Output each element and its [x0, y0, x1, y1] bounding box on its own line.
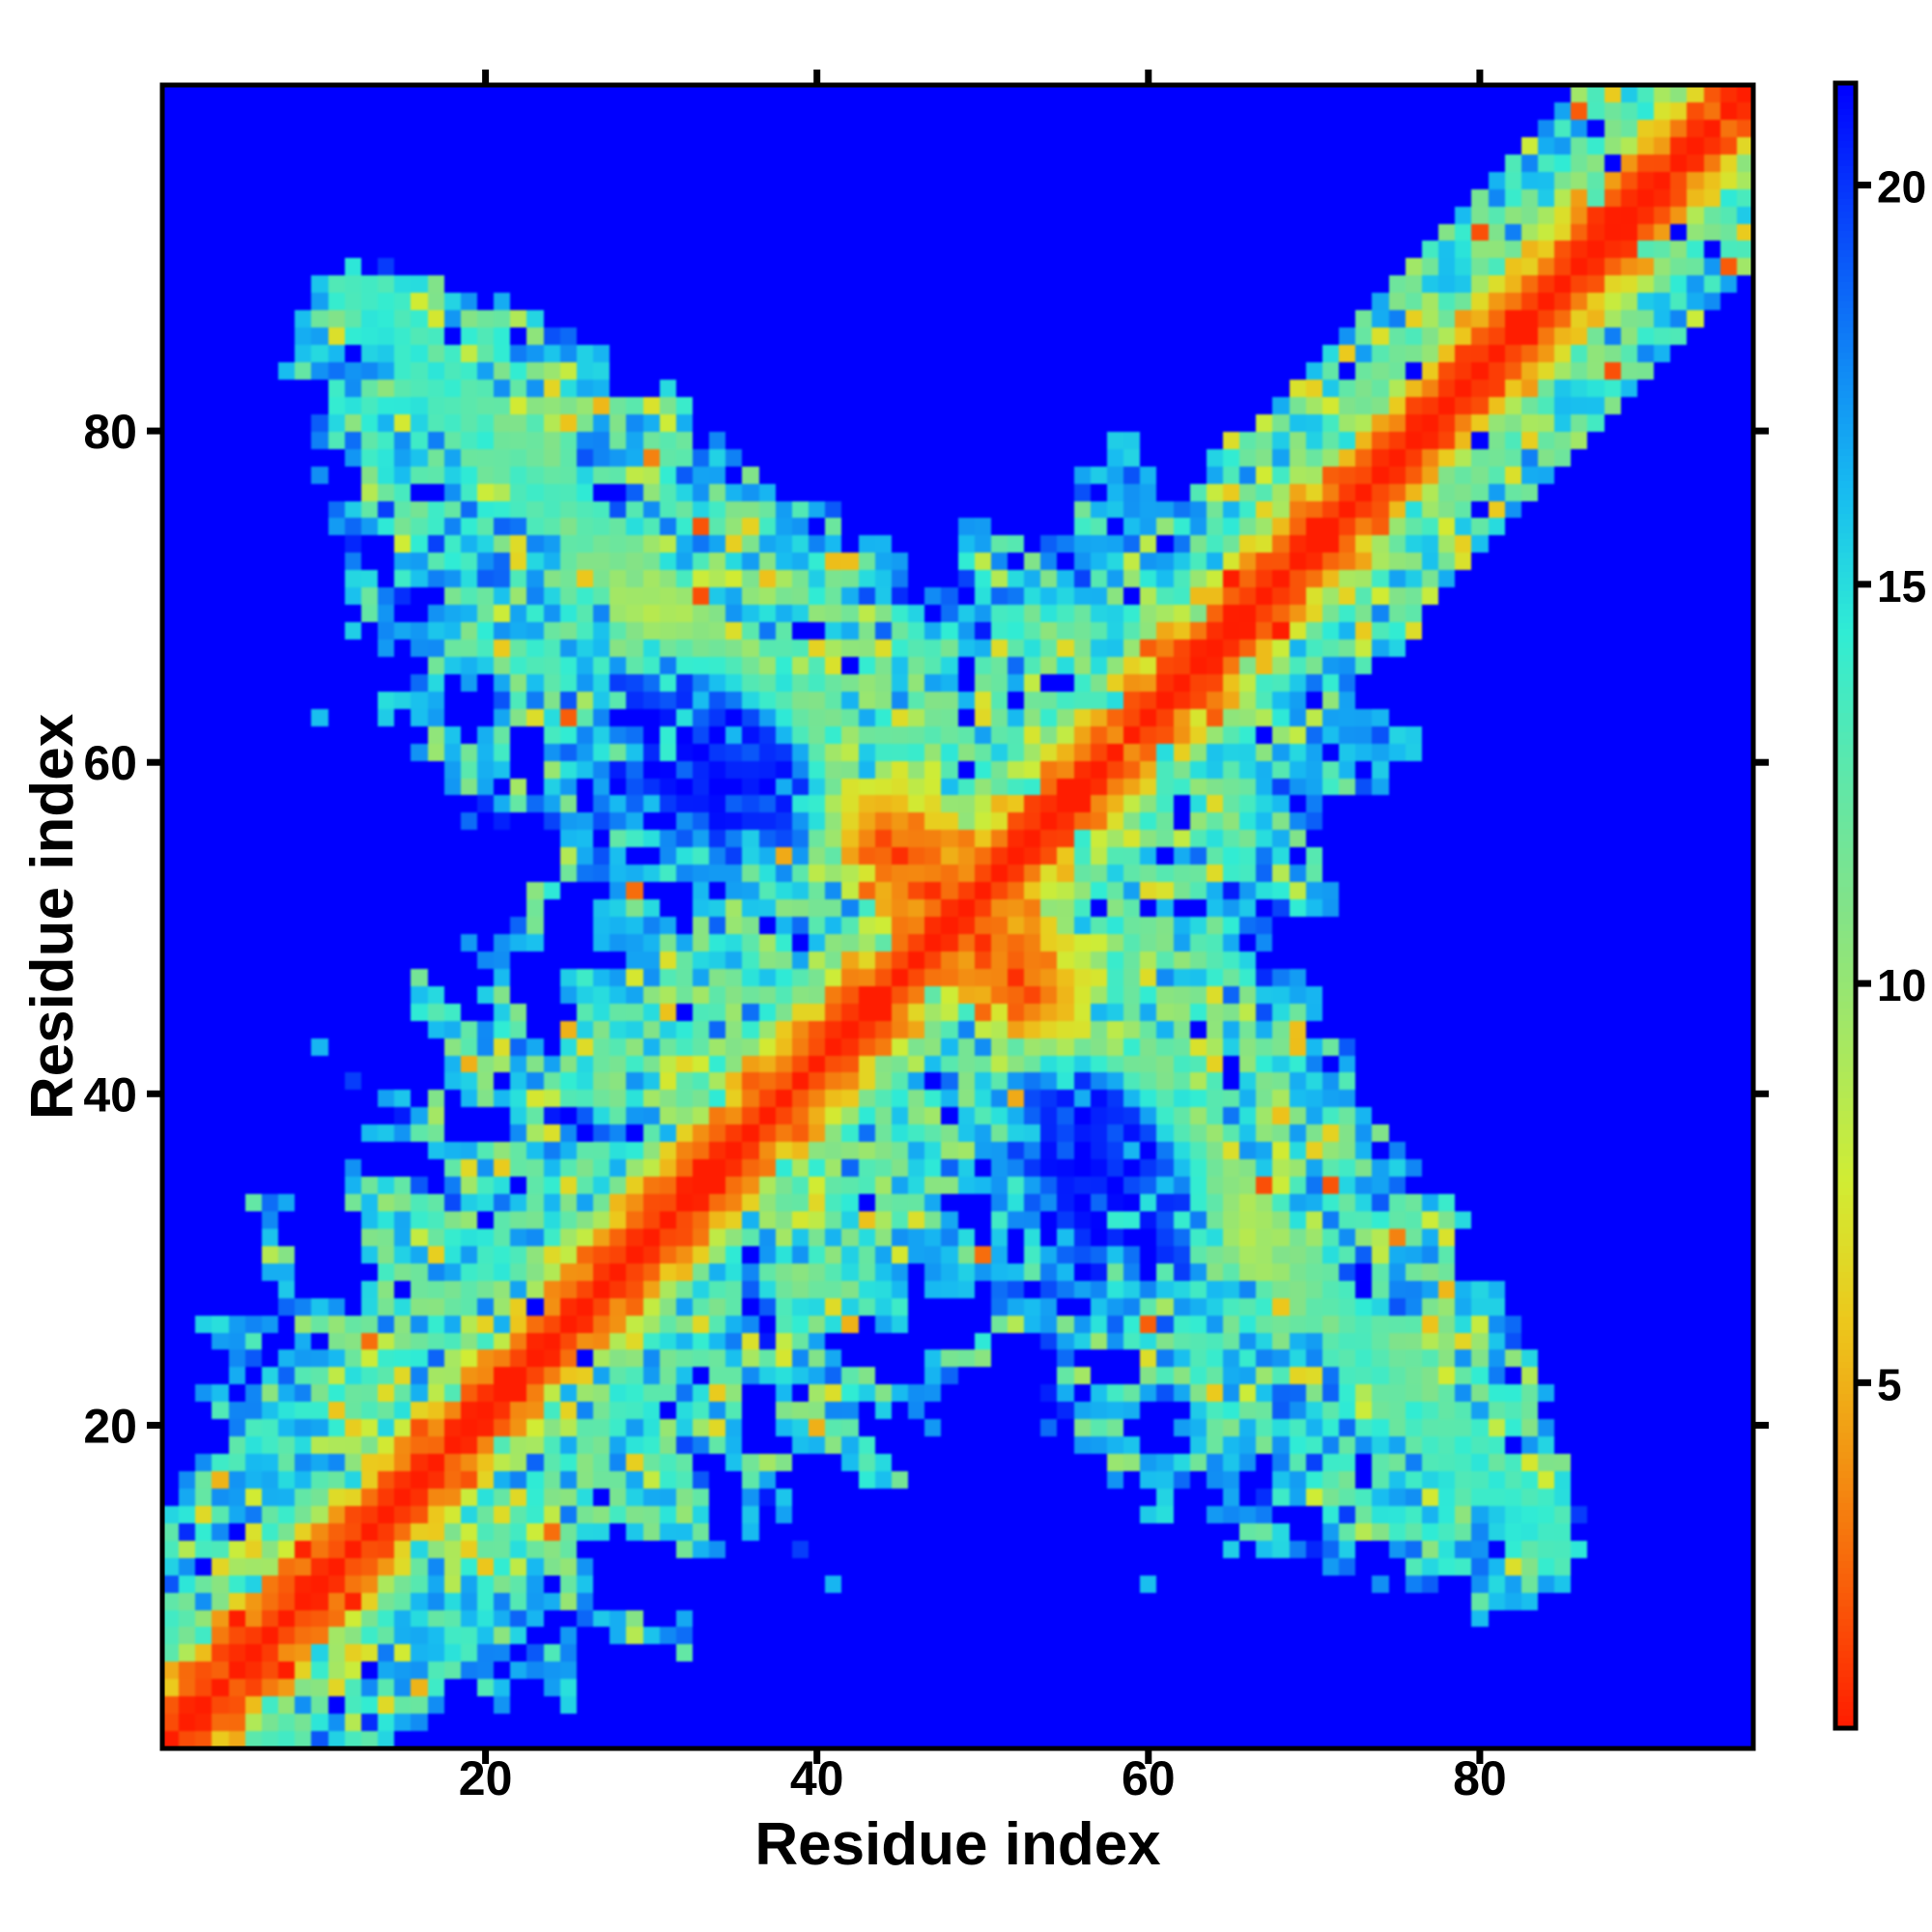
svg-text:40: 40: [790, 1751, 844, 1805]
svg-text:60: 60: [83, 736, 137, 790]
svg-text:10: 10: [1877, 960, 1926, 1010]
svg-text:5: 5: [1877, 1359, 1902, 1409]
svg-text:60: 60: [1122, 1751, 1176, 1805]
svg-text:80: 80: [1453, 1751, 1507, 1805]
svg-text:20: 20: [459, 1751, 513, 1805]
svg-text:Residue index: Residue index: [754, 1811, 1161, 1878]
svg-text:20: 20: [83, 1399, 137, 1453]
svg-text:Residue index: Residue index: [19, 713, 86, 1120]
svg-text:40: 40: [83, 1067, 137, 1122]
svg-text:15: 15: [1877, 561, 1926, 611]
svg-text:20: 20: [1877, 162, 1926, 213]
svg-text:80: 80: [83, 405, 137, 459]
